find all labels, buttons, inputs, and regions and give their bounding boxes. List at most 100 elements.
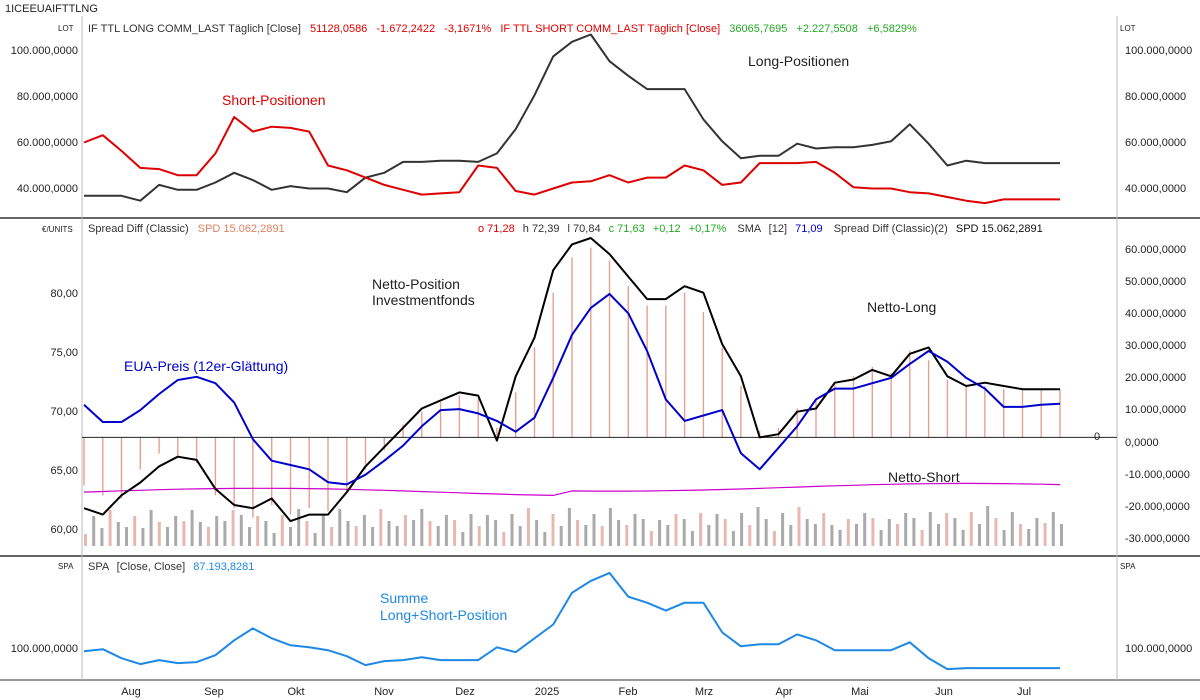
volume-bar — [567, 508, 571, 546]
volume-bar — [625, 525, 629, 546]
volume-bar — [723, 519, 727, 546]
net-position-bar — [946, 379, 949, 438]
net-position-bar — [815, 398, 817, 438]
annotation-netto-short: Netto-Short — [888, 469, 960, 485]
volume-bar — [92, 516, 96, 546]
volume-bar — [559, 526, 563, 546]
legend-sma-period: [12] — [769, 223, 787, 235]
volume-bar — [141, 528, 145, 546]
volume-bar — [617, 520, 621, 546]
volume-bar — [871, 518, 875, 546]
volume-bar — [756, 507, 760, 546]
volume-bar — [174, 516, 178, 546]
panel3-unit-right: SPA — [1120, 562, 1136, 571]
volume-bar — [198, 522, 202, 546]
volume-bar — [272, 533, 276, 546]
volume-bar — [231, 510, 235, 546]
volume-bar — [986, 506, 990, 546]
net-position-bar — [890, 373, 892, 438]
panel2-legend-right: o 71,28 h 72,39 l 70,84 c 71,63 +0,12 +0… — [478, 223, 1043, 235]
net-position-bar — [327, 437, 329, 512]
annotation-netto-long: Netto-Long — [867, 299, 936, 315]
panel1-legend: IF TTL LONG COMM_LAST Täglich [Close] 51… — [88, 23, 917, 35]
legend-spa-value: 87.193,8281 — [193, 561, 254, 573]
p2-ytick-right: 60.000,0000 — [1125, 244, 1186, 256]
short-positions-line — [83, 116, 1060, 205]
volume-bar — [223, 521, 227, 546]
volume-bar — [969, 512, 973, 546]
volume-bar — [928, 512, 932, 546]
volume-bar — [789, 525, 793, 546]
volume-bar — [633, 514, 637, 546]
volume-bar — [912, 518, 916, 546]
p2-ytick-right: 30.000,0000 — [1125, 340, 1186, 352]
legend-ohlc-h: h 72,39 — [523, 223, 560, 235]
legend-ohlc-l: l 70,84 — [568, 223, 601, 235]
volume-bar — [280, 515, 284, 546]
volume-bar — [518, 526, 522, 546]
volume-bar — [896, 524, 899, 546]
volume-bar — [797, 507, 801, 546]
x-axis-labels: Aug Sep Okt Nov Dez 2025 Feb Mrz Apr Mai… — [121, 686, 1031, 698]
volume-bar — [100, 528, 104, 546]
panel1-yaxis-left: 100.000,0000 80.000,0000 60.000,0000 40.… — [11, 45, 78, 195]
volume-bar — [994, 518, 998, 546]
volume-bar — [649, 531, 653, 546]
volume-bar — [215, 516, 219, 546]
net-position-bar — [740, 386, 742, 438]
volume-bar — [666, 525, 670, 546]
volume-bar — [690, 531, 694, 546]
net-position-bar — [1059, 389, 1061, 438]
volume-bar — [781, 513, 785, 546]
volume-bar — [436, 526, 440, 546]
volume-bar — [469, 514, 473, 546]
p1-ytick: 100.000,0000 — [11, 45, 78, 57]
legend-ohlc-change: +0,12 — [653, 223, 681, 235]
net-position-bar — [195, 437, 198, 464]
volume-bar — [674, 514, 678, 546]
volume-bar — [166, 527, 169, 546]
panel3-unit-left: SPA — [58, 562, 74, 571]
net-position-bar — [1003, 389, 1005, 438]
volume-bar — [108, 510, 112, 546]
volume-bar — [953, 518, 957, 546]
volume-bar — [879, 530, 883, 546]
net-position-bar — [909, 350, 911, 438]
symbol-title: 1ICEEUAIFTTLNG — [5, 3, 98, 15]
net-position-bars — [83, 247, 1061, 518]
net-position-bar — [458, 395, 461, 438]
volume-bar — [387, 521, 391, 546]
net-position-bar — [646, 305, 648, 438]
volume-bar — [863, 513, 867, 546]
spread-diff-line — [83, 237, 1060, 523]
volume-bar — [477, 526, 481, 546]
net-position-bar — [139, 437, 141, 470]
annotation-long-positions: Long-Positionen — [748, 53, 849, 69]
spa-line — [83, 571, 1060, 671]
panel1-yaxis-right: 100.000,0000 80.000,0000 60.000,0000 40.… — [1125, 45, 1192, 195]
net-position-bar — [120, 437, 123, 499]
volume-bar — [551, 514, 555, 546]
volume-bar — [453, 520, 457, 546]
volume-bar — [600, 526, 604, 546]
volume-bar — [116, 522, 120, 546]
legend-ohlc-pct: +0,17% — [689, 223, 727, 235]
volume-bar — [1035, 518, 1039, 546]
volume-bar — [494, 520, 498, 546]
magenta-indicator-line — [83, 482, 1061, 496]
legend-short-change: +2.227,5508 — [796, 23, 857, 35]
volume-bar — [1027, 529, 1031, 546]
panel3-plot — [83, 571, 1060, 671]
net-position-bar — [421, 411, 423, 438]
net-position-bar — [477, 398, 479, 438]
net-position-bar — [1021, 389, 1024, 438]
legend-short-pct: +6,5829% — [867, 23, 917, 35]
volume-bar — [444, 515, 448, 546]
volume-bar — [740, 513, 744, 546]
volume-bar — [362, 515, 366, 546]
volume-bar — [608, 508, 612, 546]
legend-short-value: 36065,7695 — [729, 23, 787, 35]
volume-bar — [641, 519, 645, 546]
volume-bar — [1010, 512, 1014, 546]
